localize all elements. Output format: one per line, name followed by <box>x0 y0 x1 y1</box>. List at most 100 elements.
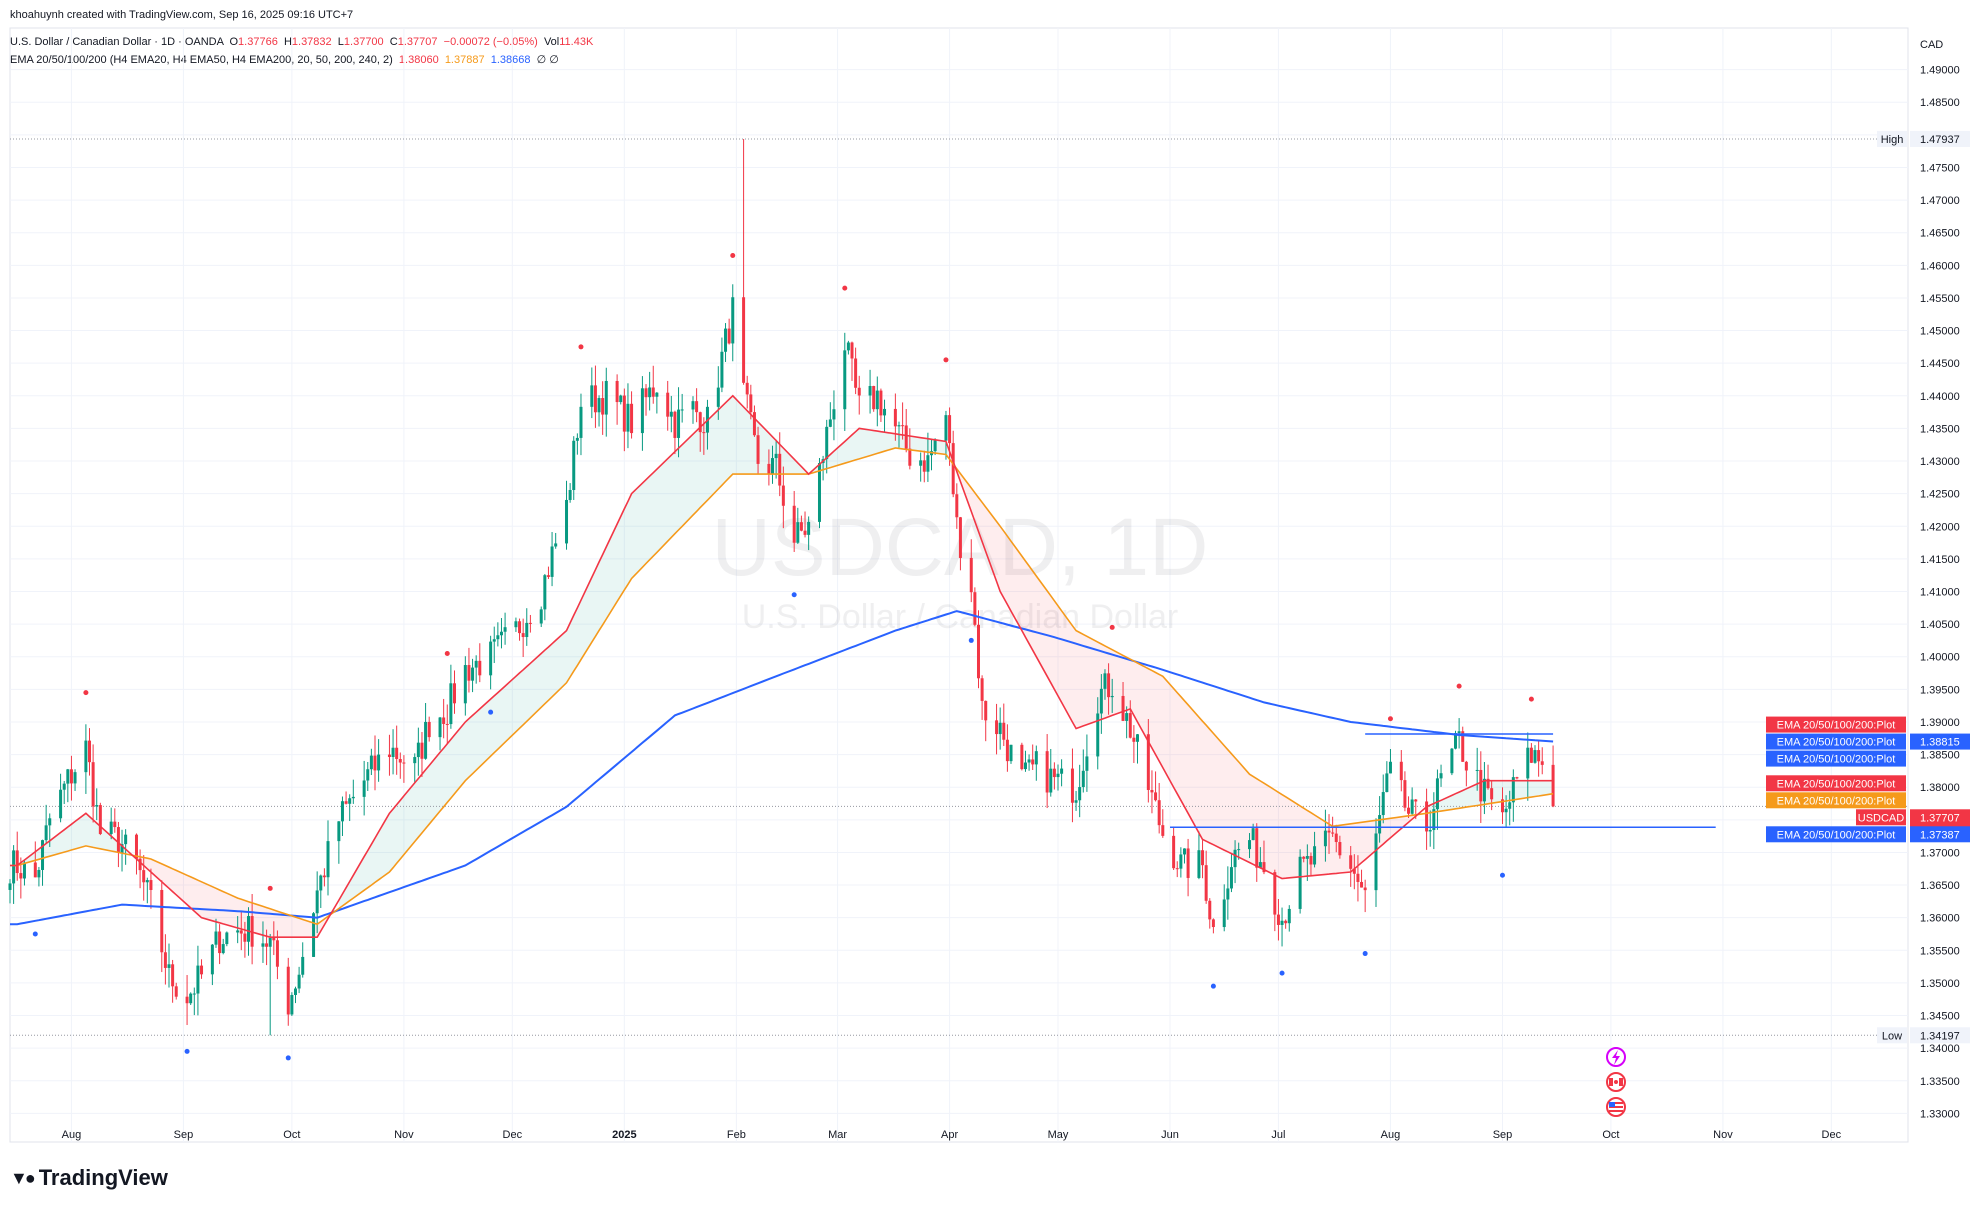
low-badge-label: Low <box>1882 1030 1902 1042</box>
candle-body <box>958 517 962 558</box>
candle-body <box>901 425 905 427</box>
price-tag-label-bg[interactable] <box>1766 750 1906 767</box>
candle-body <box>145 880 149 883</box>
price-tag-label-bg[interactable] <box>1766 792 1906 809</box>
candle-body <box>1508 802 1512 809</box>
candle-body <box>33 862 37 878</box>
price-tag-value-bg <box>1910 733 1970 750</box>
price-tag-label-bg[interactable] <box>1766 733 1906 750</box>
time-axis[interactable]: Aug Sep Oct Nov Dec 2025 Feb Mar Apr May Jun Jul Aug… <box>62 1129 1842 1141</box>
candle-body <box>550 546 554 577</box>
candle-body <box>655 392 659 397</box>
candle-body <box>467 665 471 681</box>
candle-body <box>1056 773 1060 778</box>
candle-body <box>1360 881 1364 888</box>
candle-body <box>1045 751 1049 793</box>
canada-flag-icon[interactable] <box>1606 1072 1626 1092</box>
candle-body <box>995 720 999 735</box>
candle-body <box>796 522 800 543</box>
candle-body <box>1027 759 1031 763</box>
price-tag-label-bg[interactable] <box>1766 826 1906 843</box>
candle-body <box>543 575 547 610</box>
candle-body <box>489 641 493 676</box>
candle-body <box>1407 807 1411 814</box>
candle-body <box>348 798 352 804</box>
candle-body <box>998 722 1002 735</box>
candle-body <box>922 460 926 472</box>
candle-body <box>424 721 428 759</box>
candle-body <box>799 522 803 531</box>
swing-low-marker <box>285 1055 291 1061</box>
price-tag-label-bg[interactable] <box>1766 716 1906 733</box>
change-value: −0.00072 (−0.05%) <box>443 36 538 48</box>
ema20-line <box>10 394 1554 939</box>
candle-body <box>593 385 597 413</box>
earnings-lightning-icon[interactable] <box>1606 1047 1626 1067</box>
tradingview-logo[interactable]: ▼● TradingView <box>10 1165 168 1191</box>
candle-body <box>1060 768 1064 774</box>
price-tick-label: 1.33000 <box>1920 1108 1960 1120</box>
candle-body <box>312 913 316 957</box>
candle-body <box>955 494 959 518</box>
plot-frame <box>9 27 1909 1143</box>
price-tag-label: EMA 20/50/100/200:Plot <box>1777 795 1896 807</box>
candle-body <box>1399 761 1403 781</box>
candle-body <box>720 351 724 388</box>
candle-body <box>1150 789 1154 793</box>
candle-body <box>109 821 113 835</box>
candle-body <box>275 940 279 967</box>
candle-body <box>528 622 532 624</box>
price-tick-label: 1.41500 <box>1920 554 1960 566</box>
candle-body <box>337 821 341 842</box>
tradingview-brand: TradingView <box>38 1165 168 1190</box>
candle-body <box>1327 830 1331 833</box>
candle-body <box>1161 825 1165 836</box>
swing-high-marker <box>730 253 736 259</box>
candle-body <box>1410 799 1414 814</box>
candle-body <box>442 717 446 724</box>
candle-body <box>98 805 102 835</box>
price-tag-label: EMA 20/50/100/200:Plot <box>1777 829 1896 841</box>
candle-body <box>1457 731 1461 734</box>
candle-body <box>1439 773 1443 779</box>
candle-body <box>680 409 684 411</box>
high-value: 1.37832 <box>291 36 332 48</box>
price-tick-label: 1.34000 <box>1920 1043 1960 1055</box>
symbol-description[interactable]: U.S. Dollar / Canadian Dollar · 1D · OAN… <box>10 36 224 48</box>
ema-indicator-name[interactable]: EMA 20/50/100/200 (H4 EMA20, H4 EMA50, H… <box>10 54 393 66</box>
price-tick-label: 1.35000 <box>1920 978 1960 990</box>
price-axis[interactable]: 1.33000 1.33500 1.34000 1.34500 1.35000 1.355… <box>1920 39 1960 1120</box>
candle-body <box>716 387 720 407</box>
candle-body <box>492 639 496 642</box>
candle-body <box>474 660 478 668</box>
candle-body <box>630 403 634 434</box>
candle-body <box>142 870 146 883</box>
candle-body <box>1258 862 1262 868</box>
candle-body <box>781 485 785 506</box>
price-tick-label: 1.43500 <box>1920 423 1960 435</box>
price-tag-label: USDCAD <box>1858 812 1905 824</box>
price-tag-label-bg[interactable] <box>1766 775 1906 792</box>
candle-body <box>286 966 290 1015</box>
candle-body <box>803 530 807 535</box>
currency-label[interactable]: CAD <box>1920 39 1943 51</box>
candle-body <box>1302 856 1306 859</box>
time-tick-label: Aug <box>62 1129 82 1141</box>
candle-body <box>214 931 218 945</box>
candle-body <box>969 557 973 593</box>
bearish-ema-cloud <box>956 468 1416 879</box>
us-flag-icon[interactable] <box>1606 1097 1626 1117</box>
candle-body <box>12 850 16 884</box>
price-tick-label: 1.39000 <box>1920 717 1960 729</box>
candle-body <box>377 754 381 771</box>
price-tick-label: 1.47000 <box>1920 195 1960 207</box>
price-tag-label-bg[interactable] <box>1856 809 1906 826</box>
swing-high-marker <box>83 690 89 696</box>
ema20-value: 1.38060 <box>398 54 439 66</box>
candle-body <box>1464 761 1468 771</box>
candle-body <box>724 328 728 352</box>
candle-body <box>1349 855 1353 869</box>
open-value: 1.37766 <box>238 36 278 48</box>
candle-body <box>774 453 778 459</box>
